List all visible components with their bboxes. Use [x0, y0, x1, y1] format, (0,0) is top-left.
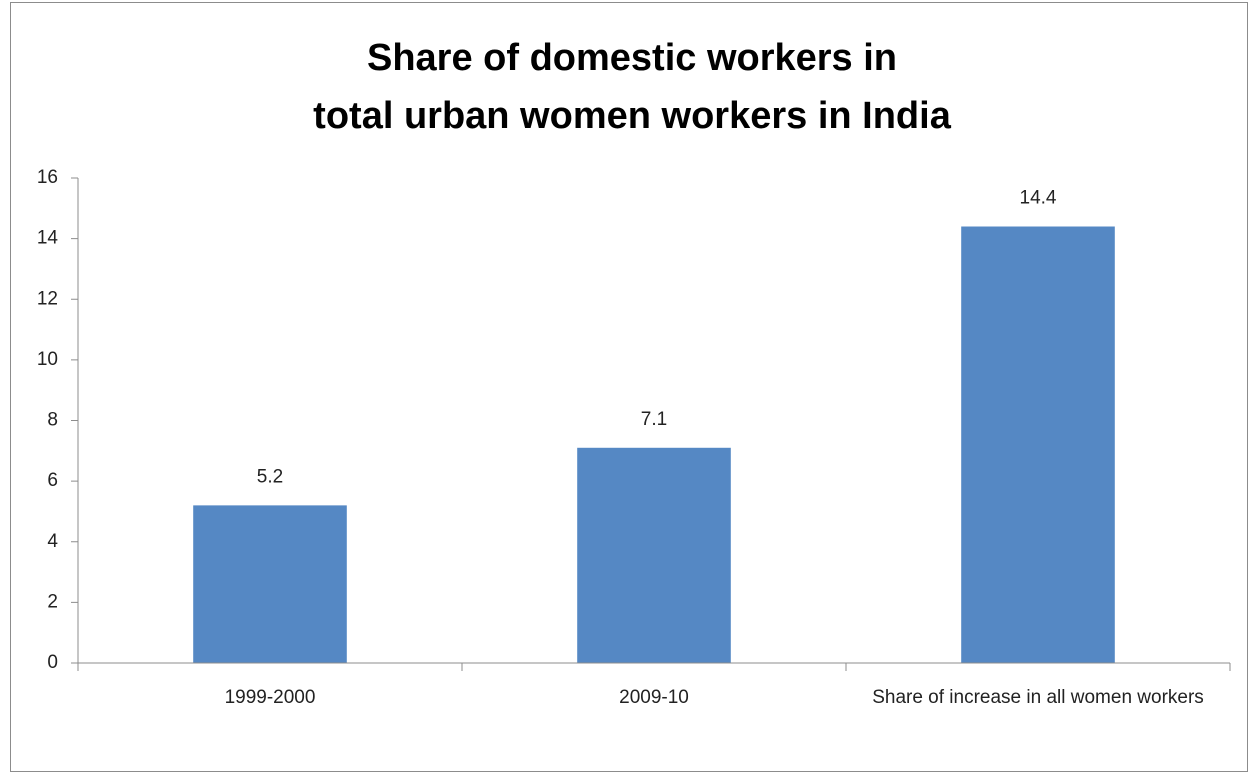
bar	[577, 447, 731, 663]
x-tick-label: 2009-10	[619, 687, 689, 708]
y-tick-label: 0	[47, 652, 58, 673]
y-tick-label: 2	[47, 591, 58, 612]
x-tick-label: 1999-2000	[224, 687, 316, 708]
chart-title: total urban women workers in India	[313, 95, 952, 137]
x-tick-label: Share of increase in all women workers	[872, 687, 1204, 708]
y-tick-label: 6	[47, 470, 58, 491]
y-tick-label: 16	[37, 167, 58, 188]
bar	[961, 226, 1115, 663]
y-tick-label: 8	[47, 410, 58, 431]
data-label: 7.1	[641, 409, 667, 430]
data-label: 14.4	[1020, 188, 1057, 209]
bar	[193, 505, 347, 663]
y-tick-label: 10	[37, 349, 58, 370]
chart-title: Share of domestic workers in	[367, 37, 897, 79]
y-tick-label: 12	[37, 288, 58, 309]
data-label: 5.2	[257, 466, 283, 487]
y-tick-label: 14	[37, 228, 59, 249]
y-tick-label: 4	[47, 531, 58, 552]
